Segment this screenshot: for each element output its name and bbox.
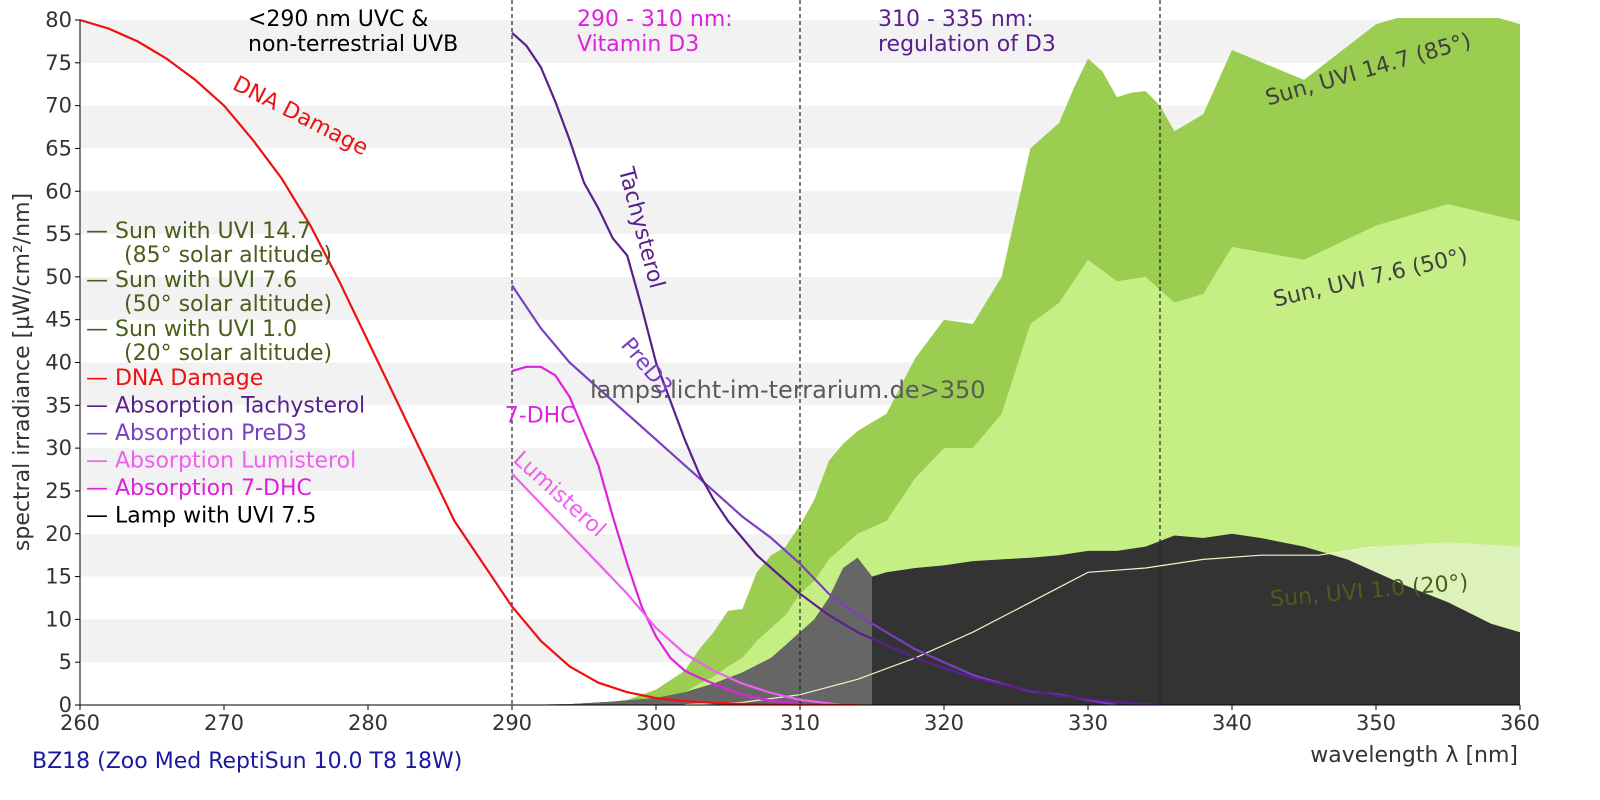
line-absorption-lumisterol xyxy=(511,473,844,705)
watermark: lamps.licht-im-terrarium.de>350 xyxy=(590,376,986,404)
legend-item: — Absorption Lumisterol xyxy=(86,449,356,474)
y-tick-label: 60 xyxy=(45,179,72,203)
x-tick-label: 340 xyxy=(1212,711,1252,735)
region-label-line: 290 - 310 nm: xyxy=(577,7,733,32)
x-tick-label: 310 xyxy=(780,711,820,735)
area-series xyxy=(512,18,1520,705)
y-tick-labels: 0 5 10 15 20 25 30 35 40 45 50 55 60 65 70 75 80 xyxy=(45,8,80,717)
y-tick-label: 15 xyxy=(45,565,72,589)
y-tick-label: 50 xyxy=(45,265,72,289)
series-annotation: 7-DHC xyxy=(505,403,576,428)
y-tick-label: 30 xyxy=(45,436,72,460)
y-tick-label: 45 xyxy=(45,308,72,332)
region-divider-lines xyxy=(511,0,1161,705)
y-tick-label: 20 xyxy=(45,522,72,546)
x-tick-label: 360 xyxy=(1500,711,1540,735)
legend-item: — Sun with UVI 1.0 xyxy=(86,317,297,342)
y-tick-label: 25 xyxy=(45,479,72,503)
x-tick-label: 300 xyxy=(636,711,676,735)
line-absorption-7-dhc xyxy=(511,365,801,705)
legend-item-sub: (85° solar altitude) xyxy=(124,243,332,268)
legend-item: — Absorption Tachysterol xyxy=(86,394,365,419)
y-tick-label: 80 xyxy=(45,8,72,32)
x-tick-label: 260 xyxy=(60,711,100,735)
y-tick-label: 0 xyxy=(59,693,72,717)
y-tick-label: 40 xyxy=(45,351,72,375)
y-tick-label: 35 xyxy=(45,393,72,417)
footer-label: BZ18 (Zoo Med ReptiSun 10.0 T8 18W) xyxy=(32,749,462,774)
legend-item: — Absorption PreD3 xyxy=(86,421,307,446)
x-tick-label: 320 xyxy=(924,711,964,735)
y-tick-label: 75 xyxy=(45,51,72,75)
legend-item-sub: (50° solar altitude) xyxy=(124,292,332,317)
region-labels: <290 nm UVC &non-terrestrial UVB 290 - 31… xyxy=(248,7,1056,57)
x-tick-label: 270 xyxy=(204,711,244,735)
area-lamp-uvb-portion xyxy=(512,557,872,705)
line-series xyxy=(80,18,1377,705)
region-label-line: regulation of D3 xyxy=(878,32,1056,57)
x-tick-label: 290 xyxy=(492,711,532,735)
y-tick-label: 70 xyxy=(45,94,72,118)
legend-item: — Sun with UVI 14.7 xyxy=(86,219,311,244)
line-absorption-tachysterol xyxy=(511,31,1161,705)
x-tick-label: 280 xyxy=(348,711,388,735)
legend-item: — DNA Damage xyxy=(86,366,263,391)
region-label-line: non-terrestrial UVB xyxy=(248,32,458,57)
region-label-line: 310 - 335 nm: xyxy=(878,7,1034,32)
line-sun-with-uvi-1-0 xyxy=(684,546,1377,705)
legend-item: — Sun with UVI 7.6 xyxy=(86,268,297,293)
x-tick-label: 350 xyxy=(1356,711,1396,735)
y-tick-label: 5 xyxy=(59,650,72,674)
x-tick-label: 330 xyxy=(1068,711,1108,735)
x-tick-labels: 260 270 280 290 300 310 320 330 340 350 360 xyxy=(60,705,1540,735)
y-tick-label: 65 xyxy=(45,136,72,160)
y-tick-label: 55 xyxy=(45,222,72,246)
x-axis-label: wavelength λ [nm] xyxy=(1310,743,1518,768)
legend: — Sun with UVI 14.7(85° solar altitude)—… xyxy=(86,219,365,529)
grid-band xyxy=(80,20,1520,63)
region-label-line: Vitamin D3 xyxy=(577,32,699,57)
legend-item: — Absorption 7-DHC xyxy=(86,476,312,501)
y-axis-label: spectral irradiance [µW/cm²/nm] xyxy=(10,193,35,551)
line-dna-damage xyxy=(80,18,858,705)
y-tick-label: 10 xyxy=(45,607,72,631)
legend-item: — Lamp with UVI 7.5 xyxy=(86,504,316,529)
legend-item-sub: (20° solar altitude) xyxy=(124,341,332,366)
region-label-line: <290 nm UVC & xyxy=(248,7,428,32)
